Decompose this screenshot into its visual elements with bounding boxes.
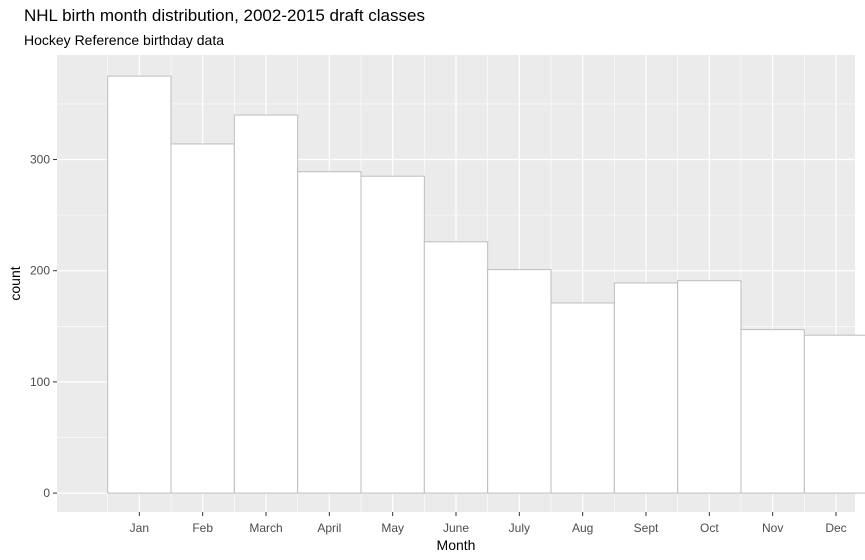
y-tick-label: 100	[30, 375, 50, 389]
bar-oct	[677, 280, 742, 494]
x-axis-title: Month	[437, 537, 476, 553]
x-tick-label: Aug	[572, 521, 593, 535]
y-axis-title: count	[7, 266, 23, 300]
bar-dec	[803, 334, 865, 494]
y-tick-label: 300	[30, 153, 50, 167]
chart-title: NHL birth month distribution, 2002-2015 …	[24, 6, 425, 25]
bar-june	[423, 241, 489, 494]
x-tick-label: Jan	[130, 521, 149, 535]
bar-april	[297, 171, 362, 494]
x-axis-ticks: Jan Feb March April May June July Aug Sept Oct Nov…	[130, 512, 847, 535]
x-tick-label: Feb	[192, 521, 213, 535]
chart-subtitle: Hockey Reference birthday data	[24, 32, 224, 48]
bar-feb	[170, 143, 235, 494]
x-tick-label: May	[381, 521, 404, 535]
bar-march	[233, 114, 299, 494]
bar-jan	[107, 75, 172, 494]
x-tick-label: Dec	[825, 521, 846, 535]
x-tick-label: April	[317, 521, 341, 535]
y-tick-label: 0	[43, 486, 50, 500]
bar-aug	[550, 302, 615, 494]
y-axis-ticks: 0 100 200 300	[30, 153, 57, 500]
x-tick-label: Oct	[700, 521, 719, 535]
bar-nov	[740, 329, 805, 494]
x-tick-label: March	[249, 521, 282, 535]
x-tick-label: June	[443, 521, 469, 535]
y-tick-label: 200	[30, 264, 50, 278]
bar-july	[487, 269, 552, 494]
x-tick-label: Nov	[762, 521, 783, 535]
x-tick-label: Sept	[634, 521, 659, 535]
bar-sept	[613, 282, 679, 494]
x-tick-label: July	[509, 521, 530, 535]
bar-may	[360, 175, 425, 494]
bars	[107, 75, 865, 494]
